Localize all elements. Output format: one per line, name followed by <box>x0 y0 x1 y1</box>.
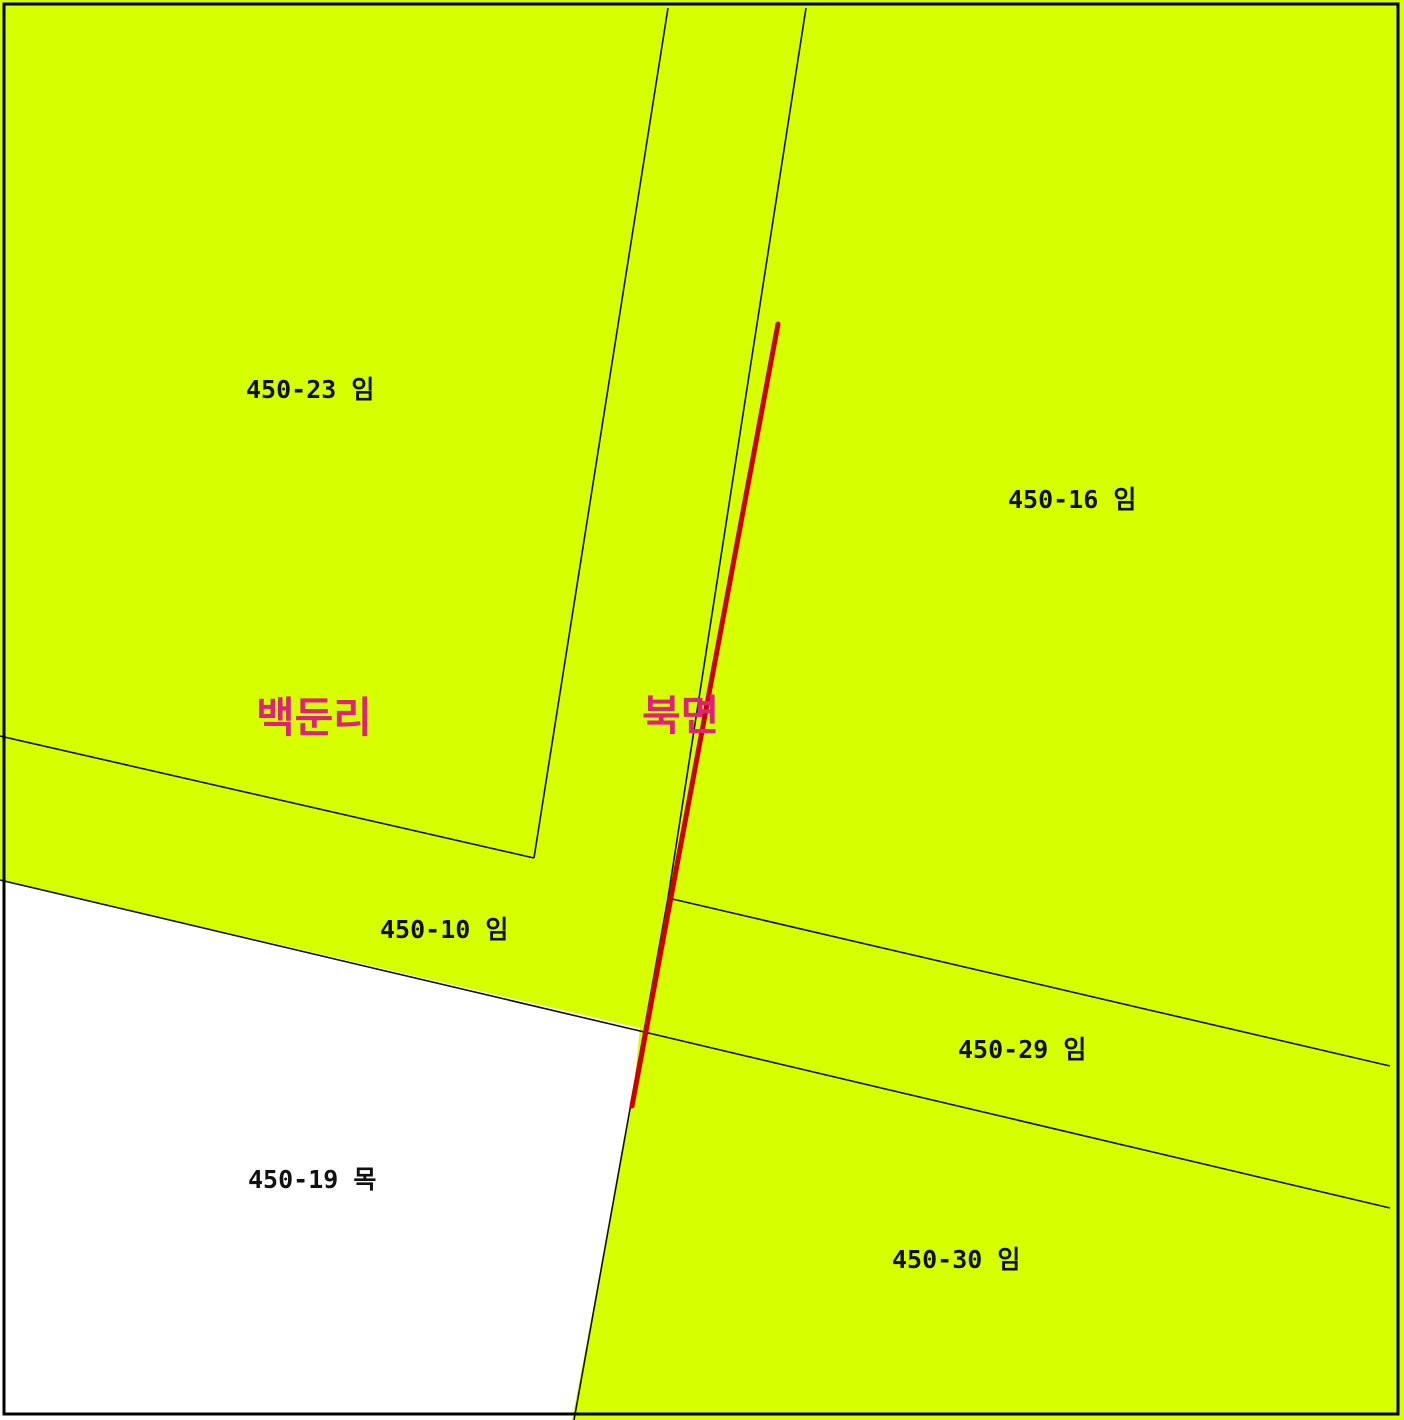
parcel-label-450-19: 450-19 목 <box>248 1165 376 1194</box>
boundary-line <box>667 897 1391 1067</box>
boundary-line <box>0 735 535 859</box>
parcel-label-450-30: 450-30 임 <box>892 1245 1020 1274</box>
boundary-line <box>0 879 1391 1209</box>
highlighted-boundary <box>629 321 781 1109</box>
boundary-line <box>533 7 669 859</box>
parcel-450-19-area <box>0 880 640 1420</box>
district-label-baekdun-ri: 백둔리 <box>256 693 372 742</box>
boundary-line <box>667 7 807 899</box>
parcel-label-450-23: 450-23 임 <box>246 375 374 404</box>
district-label-buk-myeon: 북면 <box>642 691 719 740</box>
parcel-label-450-29: 450-29 임 <box>958 1035 1086 1064</box>
parcel-label-450-16: 450-16 임 <box>1008 485 1136 514</box>
parcel-label-450-10: 450-10 임 <box>380 915 508 944</box>
